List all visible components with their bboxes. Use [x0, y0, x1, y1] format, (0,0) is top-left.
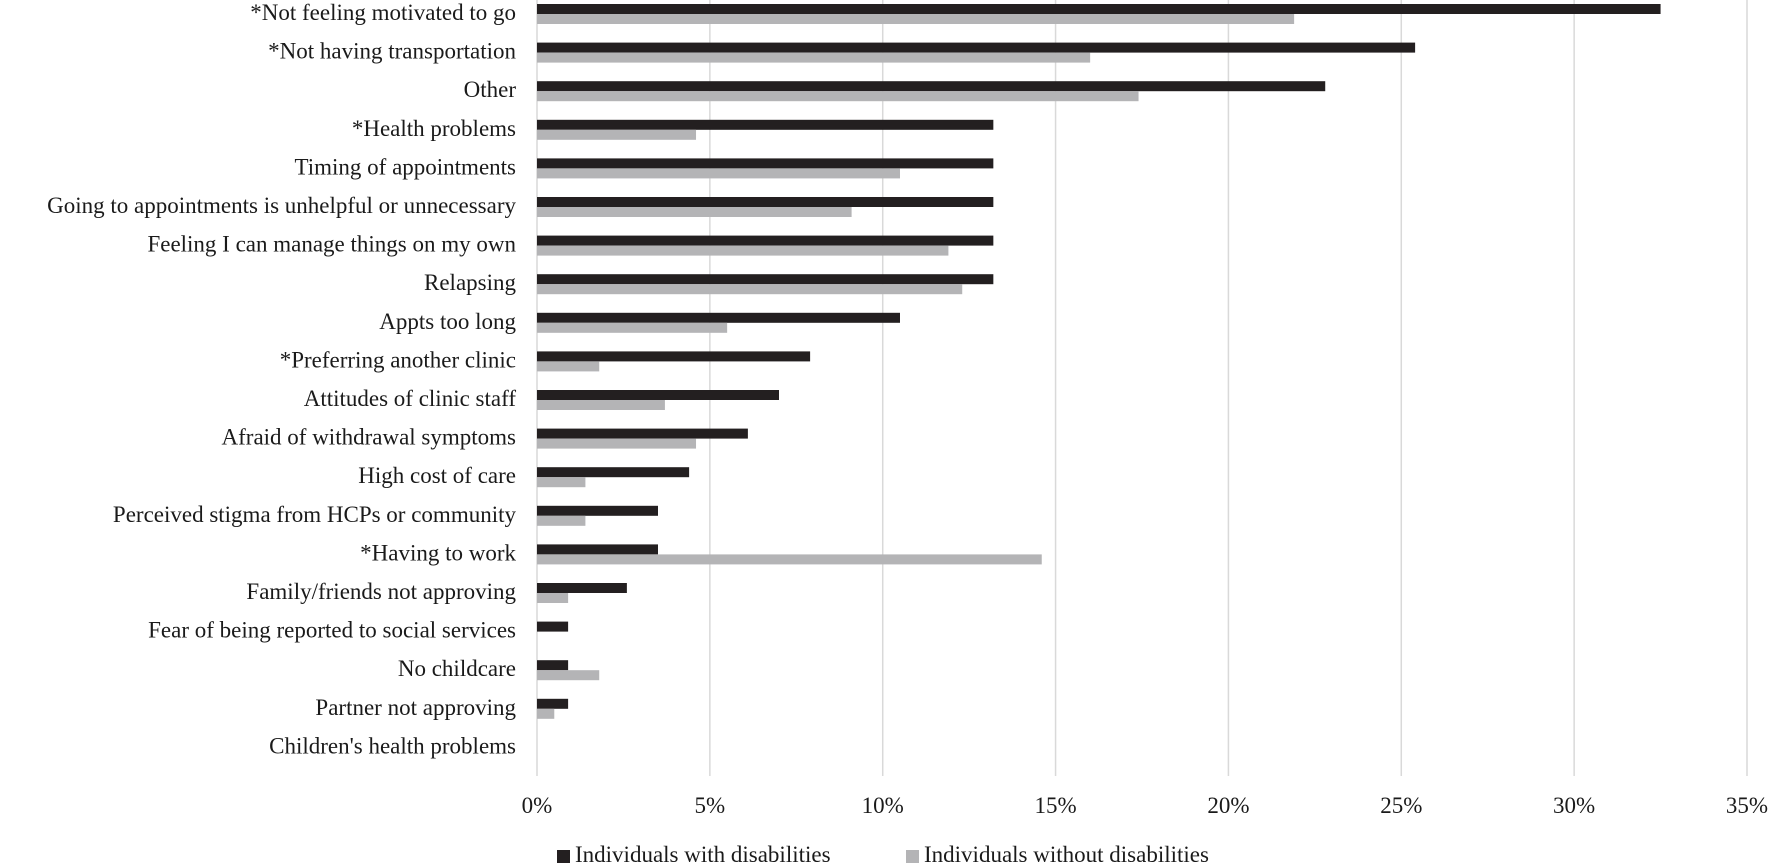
bar-without-disabilities	[537, 593, 569, 603]
category-label: *Not feeling motivated to go	[250, 0, 516, 25]
legend-swatch	[557, 850, 570, 863]
category-label: Going to appointments is unhelpful or un…	[47, 193, 516, 218]
legend: Individuals with disabilities Individuals…	[557, 842, 1209, 865]
bar-without-disabilities	[537, 361, 600, 372]
bar-without-disabilities	[537, 14, 1295, 24]
bar-with-disabilities	[537, 390, 779, 400]
category-label: Appts too long	[379, 309, 516, 334]
category-label: Timing of appointments	[295, 154, 517, 179]
bar-without-disabilities	[537, 207, 852, 217]
bar-with-disabilities	[537, 274, 994, 285]
bar-without-disabilities	[537, 670, 600, 681]
category-label: Perceived stigma from HCPs or community	[113, 502, 517, 527]
category-label: *Preferring another clinic	[280, 347, 516, 372]
bar-with-disabilities	[537, 42, 1416, 53]
bar-with-disabilities	[537, 351, 811, 362]
bar-without-disabilities	[537, 554, 1042, 565]
bar-with-disabilities	[537, 235, 994, 246]
bar-without-disabilities	[537, 52, 1091, 63]
x-tick-label: 0%	[522, 793, 553, 818]
category-label: *Having to work	[360, 540, 516, 565]
bar-without-disabilities	[537, 284, 963, 295]
bar-with-disabilities	[537, 158, 994, 169]
gridlines	[536, 0, 1748, 776]
category-label: Family/friends not approving	[246, 579, 516, 604]
x-tick-label: 35%	[1726, 793, 1768, 818]
bar-with-disabilities	[537, 4, 1661, 14]
bar-with-disabilities	[537, 660, 569, 671]
category-label: *Health problems	[352, 116, 516, 141]
bar-with-disabilities	[537, 698, 569, 709]
bar-with-disabilities	[537, 119, 994, 130]
x-tick-label: 25%	[1380, 793, 1422, 818]
bar-without-disabilities	[537, 129, 697, 140]
bar-without-disabilities	[537, 91, 1139, 102]
category-label: Other	[464, 77, 517, 102]
bar-without-disabilities	[537, 515, 586, 526]
legend-label: Individuals with disabilities	[575, 842, 831, 865]
bar-with-disabilities	[537, 312, 900, 323]
category-label: Fear of being reported to social service…	[148, 618, 516, 643]
bar-without-disabilities	[537, 245, 949, 256]
bar-with-disabilities	[537, 544, 658, 555]
bar-with-disabilities	[537, 583, 627, 593]
legend-swatch	[906, 850, 919, 863]
bars	[537, 4, 1661, 719]
bar-with-disabilities	[537, 505, 658, 516]
category-label: Relapsing	[424, 270, 516, 295]
category-label: *Not having transportation	[268, 39, 516, 64]
legend-label: Individuals without disabilities	[924, 842, 1209, 865]
category-labels: *Not feeling motivated to go *Not having …	[47, 0, 516, 758]
bar-without-disabilities	[537, 400, 665, 410]
category-label: Children's health problems	[269, 733, 516, 758]
category-label: Partner not approving	[315, 695, 516, 720]
bar-with-disabilities	[537, 467, 690, 478]
bar-with-disabilities	[537, 197, 994, 207]
bar-without-disabilities	[537, 477, 586, 488]
category-label: Attitudes of clinic staff	[304, 386, 517, 411]
bar-without-disabilities	[537, 708, 555, 719]
category-label: Afraid of withdrawal symptoms	[222, 425, 517, 450]
x-tick-label: 20%	[1207, 793, 1249, 818]
category-label: High cost of care	[358, 463, 516, 488]
x-tick-label: 15%	[1034, 793, 1076, 818]
x-tick-label: 30%	[1553, 793, 1595, 818]
bar-without-disabilities	[537, 438, 697, 449]
category-label: No childcare	[398, 656, 516, 681]
bar-without-disabilities	[537, 168, 900, 179]
bar-without-disabilities	[537, 322, 728, 333]
x-axis-tick-labels: 0% 5% 10% 15% 20% 25% 30% 35%	[522, 793, 1768, 818]
bar-with-disabilities	[537, 428, 748, 439]
bar-with-disabilities	[537, 621, 569, 632]
x-tick-label: 5%	[695, 793, 726, 818]
x-tick-label: 10%	[862, 793, 904, 818]
bar-with-disabilities	[537, 81, 1326, 92]
category-label: Feeling I can manage things on my own	[147, 232, 516, 257]
